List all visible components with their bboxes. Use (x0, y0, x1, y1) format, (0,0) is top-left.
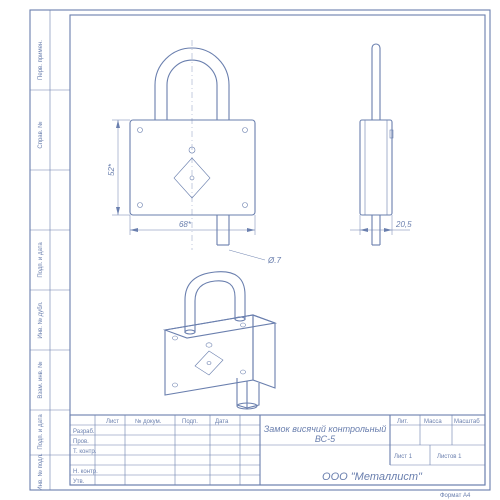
side-label-5: Взам. инв. № (37, 361, 44, 398)
dim-dia-text: Ø.7 (267, 256, 281, 265)
hdr-doc: № докум. (135, 418, 162, 425)
hdr-sign: Подп. (182, 419, 198, 425)
side-label-7: Инв. № подл. (37, 453, 44, 491)
row-tkontr: Т. контр. (73, 449, 97, 455)
sheet-n: Лист 1 (394, 454, 413, 460)
side-label-1: Перв. примен. (38, 40, 44, 80)
company-name: ООО "Металлист" (322, 471, 423, 483)
isometric-view (165, 272, 275, 409)
row-razrab: Разраб. (73, 429, 95, 435)
part-name-2: ВС-5 (315, 434, 336, 444)
dim-side-width: 20,5 (350, 215, 412, 235)
title-block: Лист № докум. Подп. Дата Разраб. Пров. Т… (70, 415, 485, 485)
format-label: Формат А4 (440, 493, 471, 499)
part-name-1: Замок висячий контрольный (264, 424, 386, 434)
dim-height: 52* (107, 120, 130, 215)
side-label-2: Справ. № (37, 121, 44, 148)
hdr-mass: Масса (424, 419, 442, 425)
front-view (130, 40, 255, 250)
dim-shackle-dia: Ø.7 (229, 250, 281, 265)
hdr-lit: Лит. (397, 419, 408, 425)
side-view (360, 44, 393, 245)
hdr-sheet: Лист (106, 419, 119, 425)
sheets-n: Листов 1 (437, 454, 462, 460)
row-nkontr: Н. контр. (73, 469, 98, 475)
dim-width-text: 68* (179, 220, 192, 229)
dim-height-text: 52* (107, 163, 116, 176)
drawing-sheet: Перв. примен. Справ. № Подп. и дата Инв.… (0, 0, 500, 500)
dim-width: 68* (130, 215, 255, 235)
side-label-4: Инв. № дубл. (37, 301, 44, 338)
hdr-scale: Масштаб (454, 419, 480, 425)
row-prov: Пров. (73, 439, 89, 445)
row-utv: Утв. (73, 479, 85, 485)
dim-side-text: 20,5 (395, 220, 412, 229)
hdr-date: Дата (215, 419, 229, 425)
side-label-3: Подп. и дата (38, 242, 44, 278)
side-label-6: Подп. и дата (38, 414, 44, 450)
